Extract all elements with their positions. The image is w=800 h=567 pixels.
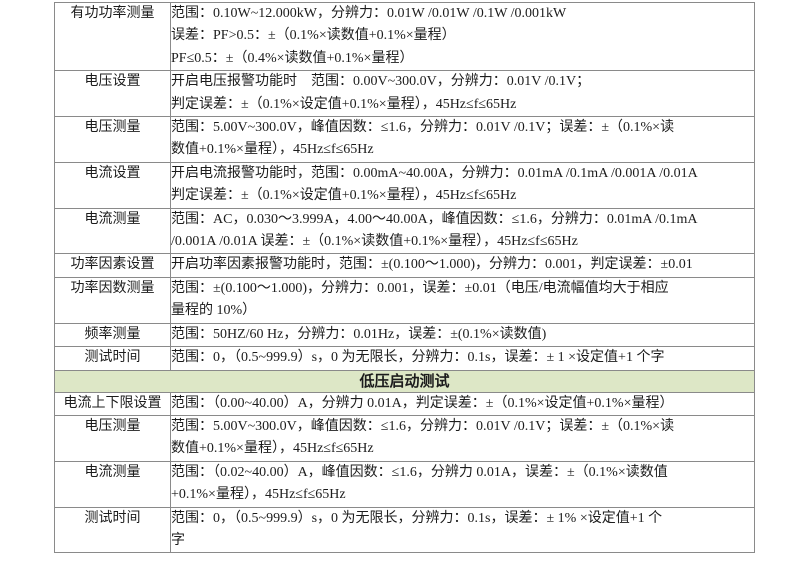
row-label: 电压设置 — [54, 70, 171, 118]
row-label: 电流上下限设置 — [54, 391, 171, 416]
row-content: 范围：0，（0.5~999.9）s，0 为无限长，分辨力：0.1s，误差：± 1… — [170, 506, 755, 554]
table-row: 电压测量 范围：5.00V~300.0V，峰值因数：≤1.6，分辨力：0.01V … — [54, 116, 755, 163]
row-label: 电压测量 — [54, 116, 171, 163]
table-row: 电压测量 范围：5.00V~300.0V，峰值因数：≤1.6，分辨力：0.01V … — [54, 414, 755, 462]
row-content: 范围：0.10W~12.000kW，分辨力：0.01W /0.01W /0.1W… — [170, 1, 755, 72]
row-label: 频率测量 — [54, 322, 171, 348]
table-row: 电流设置 开启电流报警功能时，范围：0.00mA~40.00A，分辨力：0.01m… — [54, 161, 755, 209]
table-row: 测试时间 范围：0，（0.5~999.9）s，0 为无限长，分辨力：0.1s，误差… — [54, 506, 755, 554]
spec-table: 有功功率测量 范围：0.10W~12.000kW，分辨力：0.01W /0.01W… — [54, 1, 755, 554]
row-label: 电压测量 — [54, 414, 171, 462]
row-label: 有功功率测量 — [54, 1, 171, 72]
row-content: 范围：50HZ/60 Hz，分辨力：0.01Hz，误差：±(0.1%×读数值) — [170, 322, 755, 348]
table-row: 电压设置 开启电压报警功能时 范围：0.00V~300.0V，分辨力：0.01V … — [54, 70, 755, 118]
table-row: 功率因数测量 范围：±(0.100～1.000)，分辨力：0.001，误差：±0.… — [54, 276, 755, 324]
row-label: 功率因素设置 — [54, 253, 171, 278]
row-content: 范围：AC，0.030～3.999A，4.00～40.00A，峰值因数：≤1.6… — [170, 207, 755, 255]
row-content: 开启电流报警功能时，范围：0.00mA~40.00A，分辨力：0.01mA /0… — [170, 161, 755, 209]
table-row: 电流上下限设置 范围：（0.00~40.00）A，分辨力 0.01A，判定误差：±… — [54, 391, 755, 416]
table-row: 电流测量 范围：AC，0.030～3.999A，4.00～40.00A，峰值因数：… — [54, 207, 755, 255]
row-label: 电流设置 — [54, 161, 171, 209]
row-content: 范围：5.00V~300.0V，峰值因数：≤1.6，分辨力：0.01V /0.1… — [170, 414, 755, 462]
row-content: 范围：（0.02~40.00）A，峰值因数：≤1.6，分辨力 0.01A，误差：… — [170, 460, 755, 508]
row-content: 开启电压报警功能时 范围：0.00V~300.0V，分辨力：0.01V /0.1… — [170, 70, 755, 118]
section-header-row: 低压启动测试 — [54, 369, 755, 393]
row-label: 测试时间 — [54, 346, 171, 371]
row-content: 范围：5.00V~300.0V，峰值因数：≤1.6，分辨力：0.01V /0.1… — [170, 116, 755, 163]
table-row: 电流测量 范围：（0.02~40.00）A，峰值因数：≤1.6，分辨力 0.01A… — [54, 460, 755, 508]
row-label: 功率因数测量 — [54, 276, 171, 324]
row-content: 开启功率因素报警功能时，范围：±(0.100～1.000)，分辨力：0.001，… — [170, 253, 755, 278]
table-row: 频率测量 范围：50HZ/60 Hz，分辨力：0.01Hz，误差：±(0.1%×读… — [54, 322, 755, 348]
table-row: 功率因素设置 开启功率因素报警功能时，范围：±(0.100～1.000)，分辨力：… — [54, 253, 755, 278]
row-label: 电流测量 — [54, 460, 171, 508]
row-content: 范围：0，（0.5~999.9）s，0 为无限长，分辨力：0.1s，误差：± 1… — [170, 346, 755, 371]
table-row: 测试时间 范围：0，（0.5~999.9）s，0 为无限长，分辨力：0.1s，误差… — [54, 346, 755, 371]
table-row: 有功功率测量 范围：0.10W~12.000kW，分辨力：0.01W /0.01W… — [54, 1, 755, 72]
row-label: 测试时间 — [54, 506, 171, 554]
row-content: 范围：±(0.100～1.000)，分辨力：0.001，误差：±0.01（电压/… — [170, 276, 755, 324]
section-header-cell: 低压启动测试 — [54, 369, 755, 393]
row-label: 电流测量 — [54, 207, 171, 255]
row-content: 范围：（0.00~40.00）A，分辨力 0.01A，判定误差：±（0.1%×设… — [170, 391, 755, 416]
